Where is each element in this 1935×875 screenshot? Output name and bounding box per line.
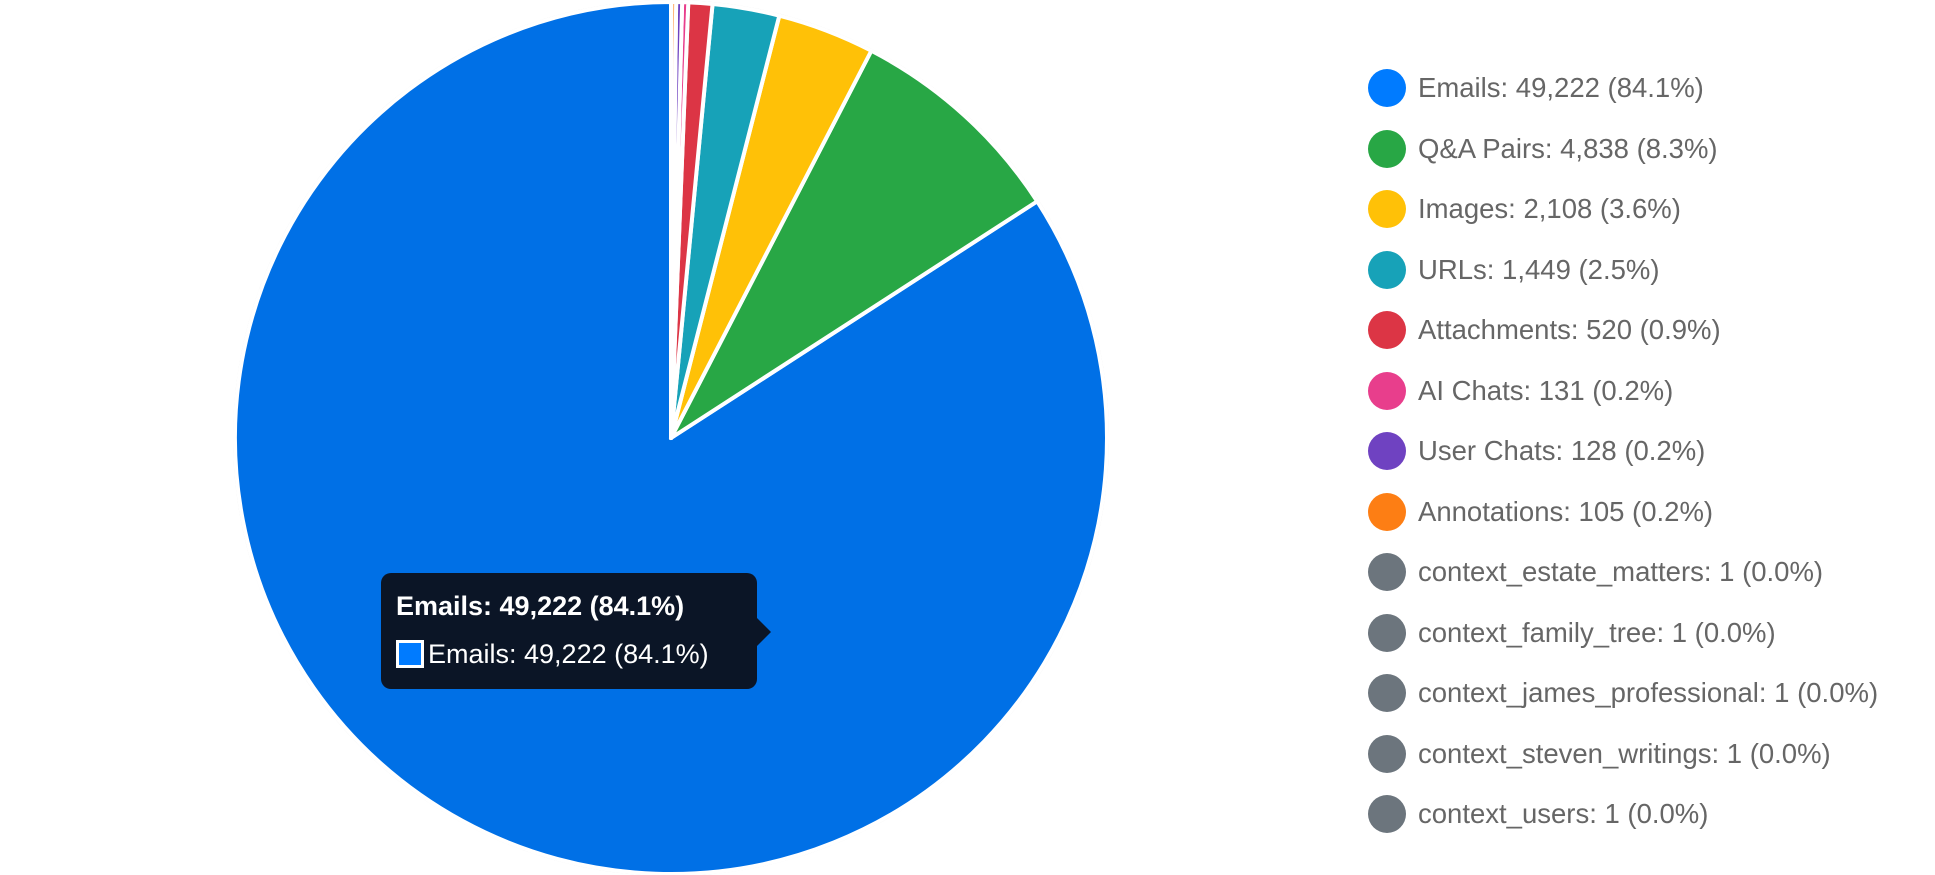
legend-item-9[interactable]: context_family_tree: 1 (0.0%) [1368,603,1928,664]
legend-swatch [1368,674,1406,713]
legend-swatch [1368,492,1406,531]
legend-label: context_james_professional: 1 (0.0%) [1418,677,1879,709]
legend-label: context_users: 1 (0.0%) [1418,798,1709,830]
tooltip-title: Emails: 49,222 (84.1%) [396,591,685,621]
legend-label: Annotations: 105 (0.2%) [1418,495,1714,527]
tooltip-body-text: Emails: 49,222 (84.1%) [428,639,709,669]
legend-swatch [1368,553,1406,592]
legend-swatch [1368,613,1406,652]
legend-label: Q&A Pairs: 4,838 (8.3%) [1418,132,1718,164]
legend-swatch [1368,190,1406,229]
legend-label: context_family_tree: 1 (0.0%) [1418,616,1776,648]
legend-swatch [1368,734,1406,773]
legend-item-3[interactable]: URLs: 1,449 (2.5%) [1368,240,1928,301]
legend-item-10[interactable]: context_james_professional: 1 (0.0%) [1368,663,1928,724]
legend-swatch [1368,371,1406,410]
legend-label: Emails: 49,222 (84.1%) [1418,72,1704,104]
legend-label: context_estate_matters: 1 (0.0%) [1418,556,1824,588]
legend-label: User Chats: 128 (0.2%) [1418,435,1706,467]
legend-swatch [1368,69,1406,108]
legend-swatch [1368,129,1406,168]
legend-swatch [1368,795,1406,834]
legend-item-12[interactable]: context_users: 1 (0.0%) [1368,784,1928,845]
legend-swatch [1368,311,1406,350]
legend-label: Attachments: 520 (0.9%) [1418,314,1721,346]
tooltip-body: Emails: 49,222 (84.1%) [396,637,742,671]
legend-label: Images: 2,108 (3.6%) [1418,193,1681,225]
legend-item-8[interactable]: context_estate_matters: 1 (0.0%) [1368,542,1928,603]
legend-item-2[interactable]: Images: 2,108 (3.6%) [1368,179,1928,240]
legend-swatch [1368,432,1406,471]
legend-item-7[interactable]: Annotations: 105 (0.2%) [1368,482,1928,543]
chart-legend: Emails: 49,222 (84.1%) Q&A Pairs: 4,838 (… [1368,58,1928,845]
legend-item-6[interactable]: User Chats: 128 (0.2%) [1368,421,1928,482]
legend-item-4[interactable]: Attachments: 520 (0.9%) [1368,300,1928,361]
tooltip-arrow [757,618,771,646]
legend-label: URLs: 1,449 (2.5%) [1418,253,1660,285]
legend-item-5[interactable]: AI Chats: 131 (0.2%) [1368,361,1928,422]
pie-slice-1[interactable] [669,48,1040,440]
legend-item-0[interactable]: Emails: 49,222 (84.1%) [1368,58,1928,119]
legend-item-11[interactable]: context_steven_writings: 1 (0.0%) [1368,724,1928,785]
legend-label: AI Chats: 131 (0.2%) [1418,374,1674,406]
legend-item-1[interactable]: Q&A Pairs: 4,838 (8.3%) [1368,119,1928,180]
tooltip-color-swatch [396,640,424,668]
chart-tooltip: Emails: 49,222 (84.1%) Emails: 49,222 (8… [381,573,771,689]
legend-swatch [1368,250,1406,289]
legend-label: context_steven_writings: 1 (0.0%) [1418,737,1831,769]
